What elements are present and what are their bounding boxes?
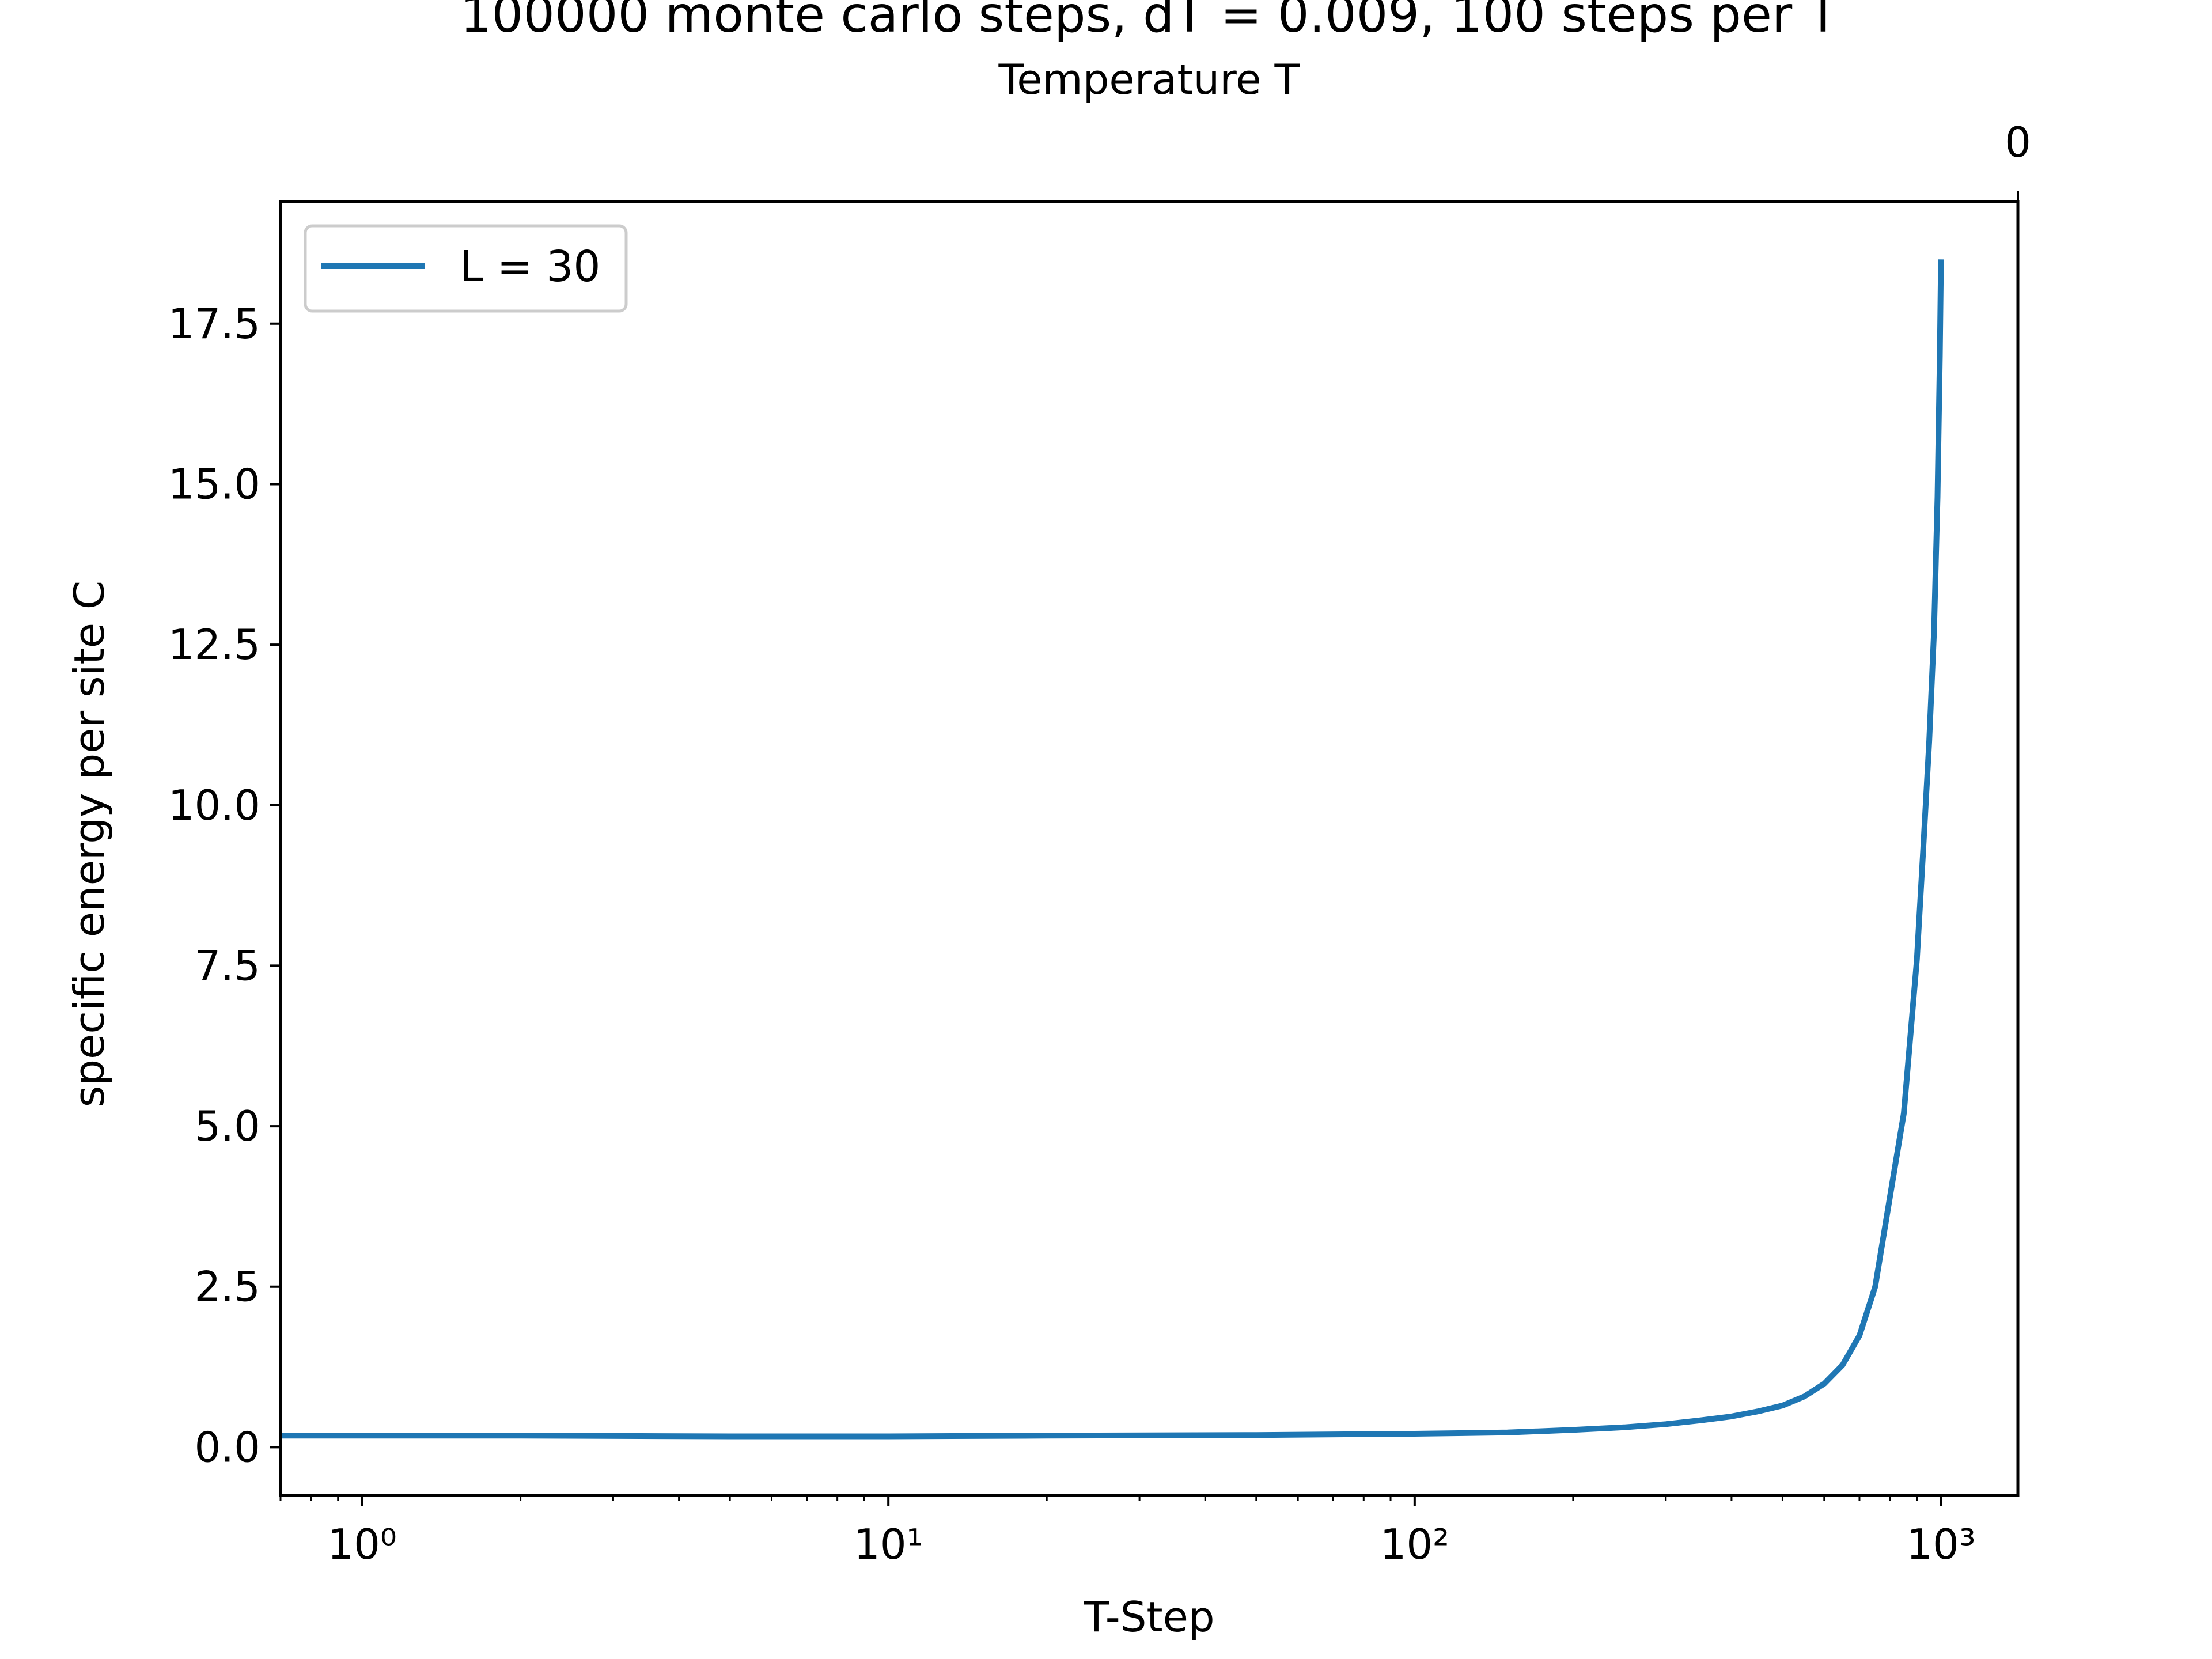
y-tick-label: 5.0 <box>194 1102 260 1150</box>
y-tick-label: 17.5 <box>168 300 260 348</box>
axis-ticks: 0.0 2.5 5.0 7.5 10.0 12.5 15.0 17.5 10⁰ 10¹ 10² 10³… <box>168 118 2031 1569</box>
x-tick-label: 10⁰ <box>327 1520 396 1569</box>
x-axis-label: T-Step <box>1083 1593 1214 1641</box>
x-tick-label: 10² <box>1380 1520 1449 1569</box>
y-tick-label: 0.0 <box>194 1423 260 1471</box>
y-tick-label: 12.5 <box>168 620 260 669</box>
y-tick-label: 7.5 <box>194 941 260 990</box>
legend-label-l30: L = 30 <box>460 242 600 291</box>
y-tick-label: 15.0 <box>168 460 260 508</box>
series-layer <box>281 259 1944 1440</box>
y-tick-label: 2.5 <box>194 1263 260 1311</box>
plot-frame <box>279 200 2020 1497</box>
legend-box <box>304 224 628 313</box>
y-axis-label: specific energy per site C <box>65 581 113 1107</box>
chart-title: 100000 monte carlo steps, dT = 0.009, 10… <box>460 0 1839 44</box>
x-tick-label: 10¹ <box>854 1520 923 1569</box>
top-axis-label: Temperature T <box>998 55 1301 104</box>
top-tick-label: 0 <box>2005 118 2031 166</box>
y-tick-label: 10.0 <box>168 781 260 830</box>
legend: L = 30 <box>304 224 628 313</box>
x-tick-label: 10³ <box>1906 1520 1975 1569</box>
series-line-l30 <box>281 259 1944 1440</box>
